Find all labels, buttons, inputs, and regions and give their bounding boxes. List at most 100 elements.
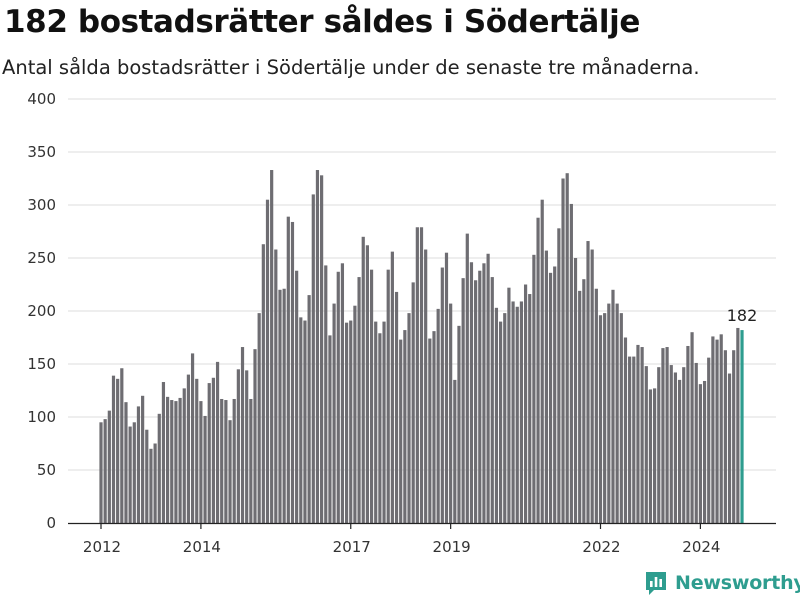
bar	[195, 378, 199, 523]
bar	[403, 330, 407, 523]
bar	[611, 289, 615, 523]
bar	[124, 402, 128, 523]
newsworthy-logo-icon	[646, 572, 666, 595]
bar	[557, 228, 561, 523]
bar	[220, 398, 224, 523]
bar	[677, 379, 682, 523]
bar	[136, 406, 141, 523]
bar	[536, 217, 540, 523]
bar	[698, 384, 702, 523]
bar	[507, 287, 511, 523]
bar	[702, 380, 707, 523]
bar	[149, 448, 153, 523]
bar	[378, 333, 382, 523]
bar	[407, 313, 411, 523]
bar	[199, 401, 203, 523]
bar	[257, 313, 261, 523]
bar	[290, 221, 295, 523]
bar	[636, 344, 640, 523]
bar	[540, 199, 544, 523]
bar	[390, 251, 394, 523]
bar	[240, 347, 245, 523]
bar	[349, 320, 353, 523]
bar	[707, 357, 711, 523]
bar	[682, 367, 686, 523]
y-tick-label: 50	[37, 461, 56, 479]
bar	[365, 245, 369, 523]
bar	[669, 365, 673, 523]
bar	[519, 301, 524, 523]
bar	[436, 308, 440, 523]
bar	[249, 398, 253, 523]
latest-value-label: 182	[727, 306, 758, 325]
bar	[523, 284, 528, 523]
bar	[586, 241, 590, 524]
bar	[253, 349, 257, 523]
y-tick-label: 300	[27, 196, 56, 214]
bar	[449, 303, 453, 523]
bar	[128, 426, 132, 523]
bar	[727, 373, 732, 523]
bar	[103, 419, 107, 523]
bar	[711, 336, 715, 523]
bar	[415, 227, 419, 523]
bar	[299, 317, 303, 523]
bar	[482, 263, 486, 523]
bar	[553, 266, 557, 523]
bar	[569, 203, 573, 523]
chart-subtitle: Antal sålda bostadsrätter i Södertälje u…	[2, 56, 700, 79]
bar	[353, 305, 357, 523]
bar	[582, 279, 586, 523]
bar	[99, 422, 103, 523]
bar	[357, 277, 361, 523]
bar	[723, 350, 727, 523]
bar	[457, 325, 461, 523]
bar	[690, 332, 694, 523]
bar	[170, 400, 174, 523]
bar	[461, 278, 465, 523]
x-tick-label: 2017	[333, 538, 371, 556]
bar	[503, 313, 507, 523]
bar	[640, 347, 644, 523]
brand-logo: Newsworthy	[644, 570, 800, 596]
bar	[632, 356, 636, 523]
bar	[732, 350, 736, 523]
bar	[382, 321, 386, 523]
bar	[578, 290, 582, 523]
bar	[432, 331, 436, 523]
bar	[286, 216, 290, 523]
bar	[307, 295, 311, 523]
bar	[174, 401, 178, 523]
x-axis-ticks: 2012 2014 2017 2019 2022 2024	[83, 523, 720, 556]
bar	[369, 269, 374, 523]
y-tick-label: 100	[27, 408, 56, 426]
bar	[653, 388, 657, 523]
bar	[474, 280, 478, 523]
bar	[603, 313, 607, 523]
bar	[607, 303, 611, 523]
bar	[111, 375, 116, 523]
bar	[340, 263, 345, 523]
bar	[590, 249, 594, 523]
bar	[324, 265, 328, 523]
bar	[228, 420, 232, 523]
x-tick-label: 2024	[682, 538, 720, 556]
bar	[282, 288, 286, 523]
bar	[511, 301, 515, 523]
bar	[157, 413, 161, 523]
bar	[499, 321, 503, 523]
bar	[245, 370, 249, 523]
bar	[311, 194, 315, 523]
bar	[673, 372, 678, 523]
bar	[532, 254, 536, 523]
bar	[161, 382, 166, 523]
bar	[494, 307, 499, 523]
bar	[278, 289, 282, 523]
bar	[661, 348, 665, 523]
x-tick-label: 2014	[183, 538, 221, 556]
bar	[141, 395, 145, 523]
bar	[182, 388, 186, 523]
bar	[303, 320, 307, 523]
y-tick-label: 400	[27, 90, 56, 108]
